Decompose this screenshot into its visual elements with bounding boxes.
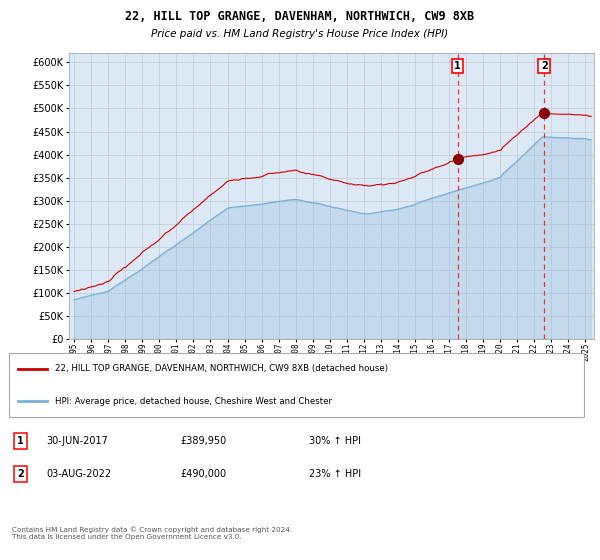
Text: 22, HILL TOP GRANGE, DAVENHAM, NORTHWICH, CW9 8XB: 22, HILL TOP GRANGE, DAVENHAM, NORTHWICH… [125,11,475,24]
Text: 1: 1 [454,61,461,71]
Text: Contains HM Land Registry data © Crown copyright and database right 2024.
This d: Contains HM Land Registry data © Crown c… [12,526,292,540]
Text: 30% ↑ HPI: 30% ↑ HPI [308,436,361,446]
Text: 2: 2 [17,469,24,479]
Point [453,155,463,164]
Text: Price paid vs. HM Land Registry's House Price Index (HPI): Price paid vs. HM Land Registry's House … [151,29,449,39]
Text: 22, HILL TOP GRANGE, DAVENHAM, NORTHWICH, CW9 8XB (detached house): 22, HILL TOP GRANGE, DAVENHAM, NORTHWICH… [55,365,388,374]
Text: 23% ↑ HPI: 23% ↑ HPI [308,469,361,479]
Point [539,109,549,118]
Text: £389,950: £389,950 [181,436,227,446]
Text: 30-JUN-2017: 30-JUN-2017 [47,436,109,446]
Text: 03-AUG-2022: 03-AUG-2022 [47,469,112,479]
Text: £490,000: £490,000 [181,469,227,479]
Text: 2: 2 [541,61,548,71]
Text: 1: 1 [17,436,24,446]
FancyBboxPatch shape [9,353,584,417]
Text: HPI: Average price, detached house, Cheshire West and Chester: HPI: Average price, detached house, Ches… [55,396,332,405]
